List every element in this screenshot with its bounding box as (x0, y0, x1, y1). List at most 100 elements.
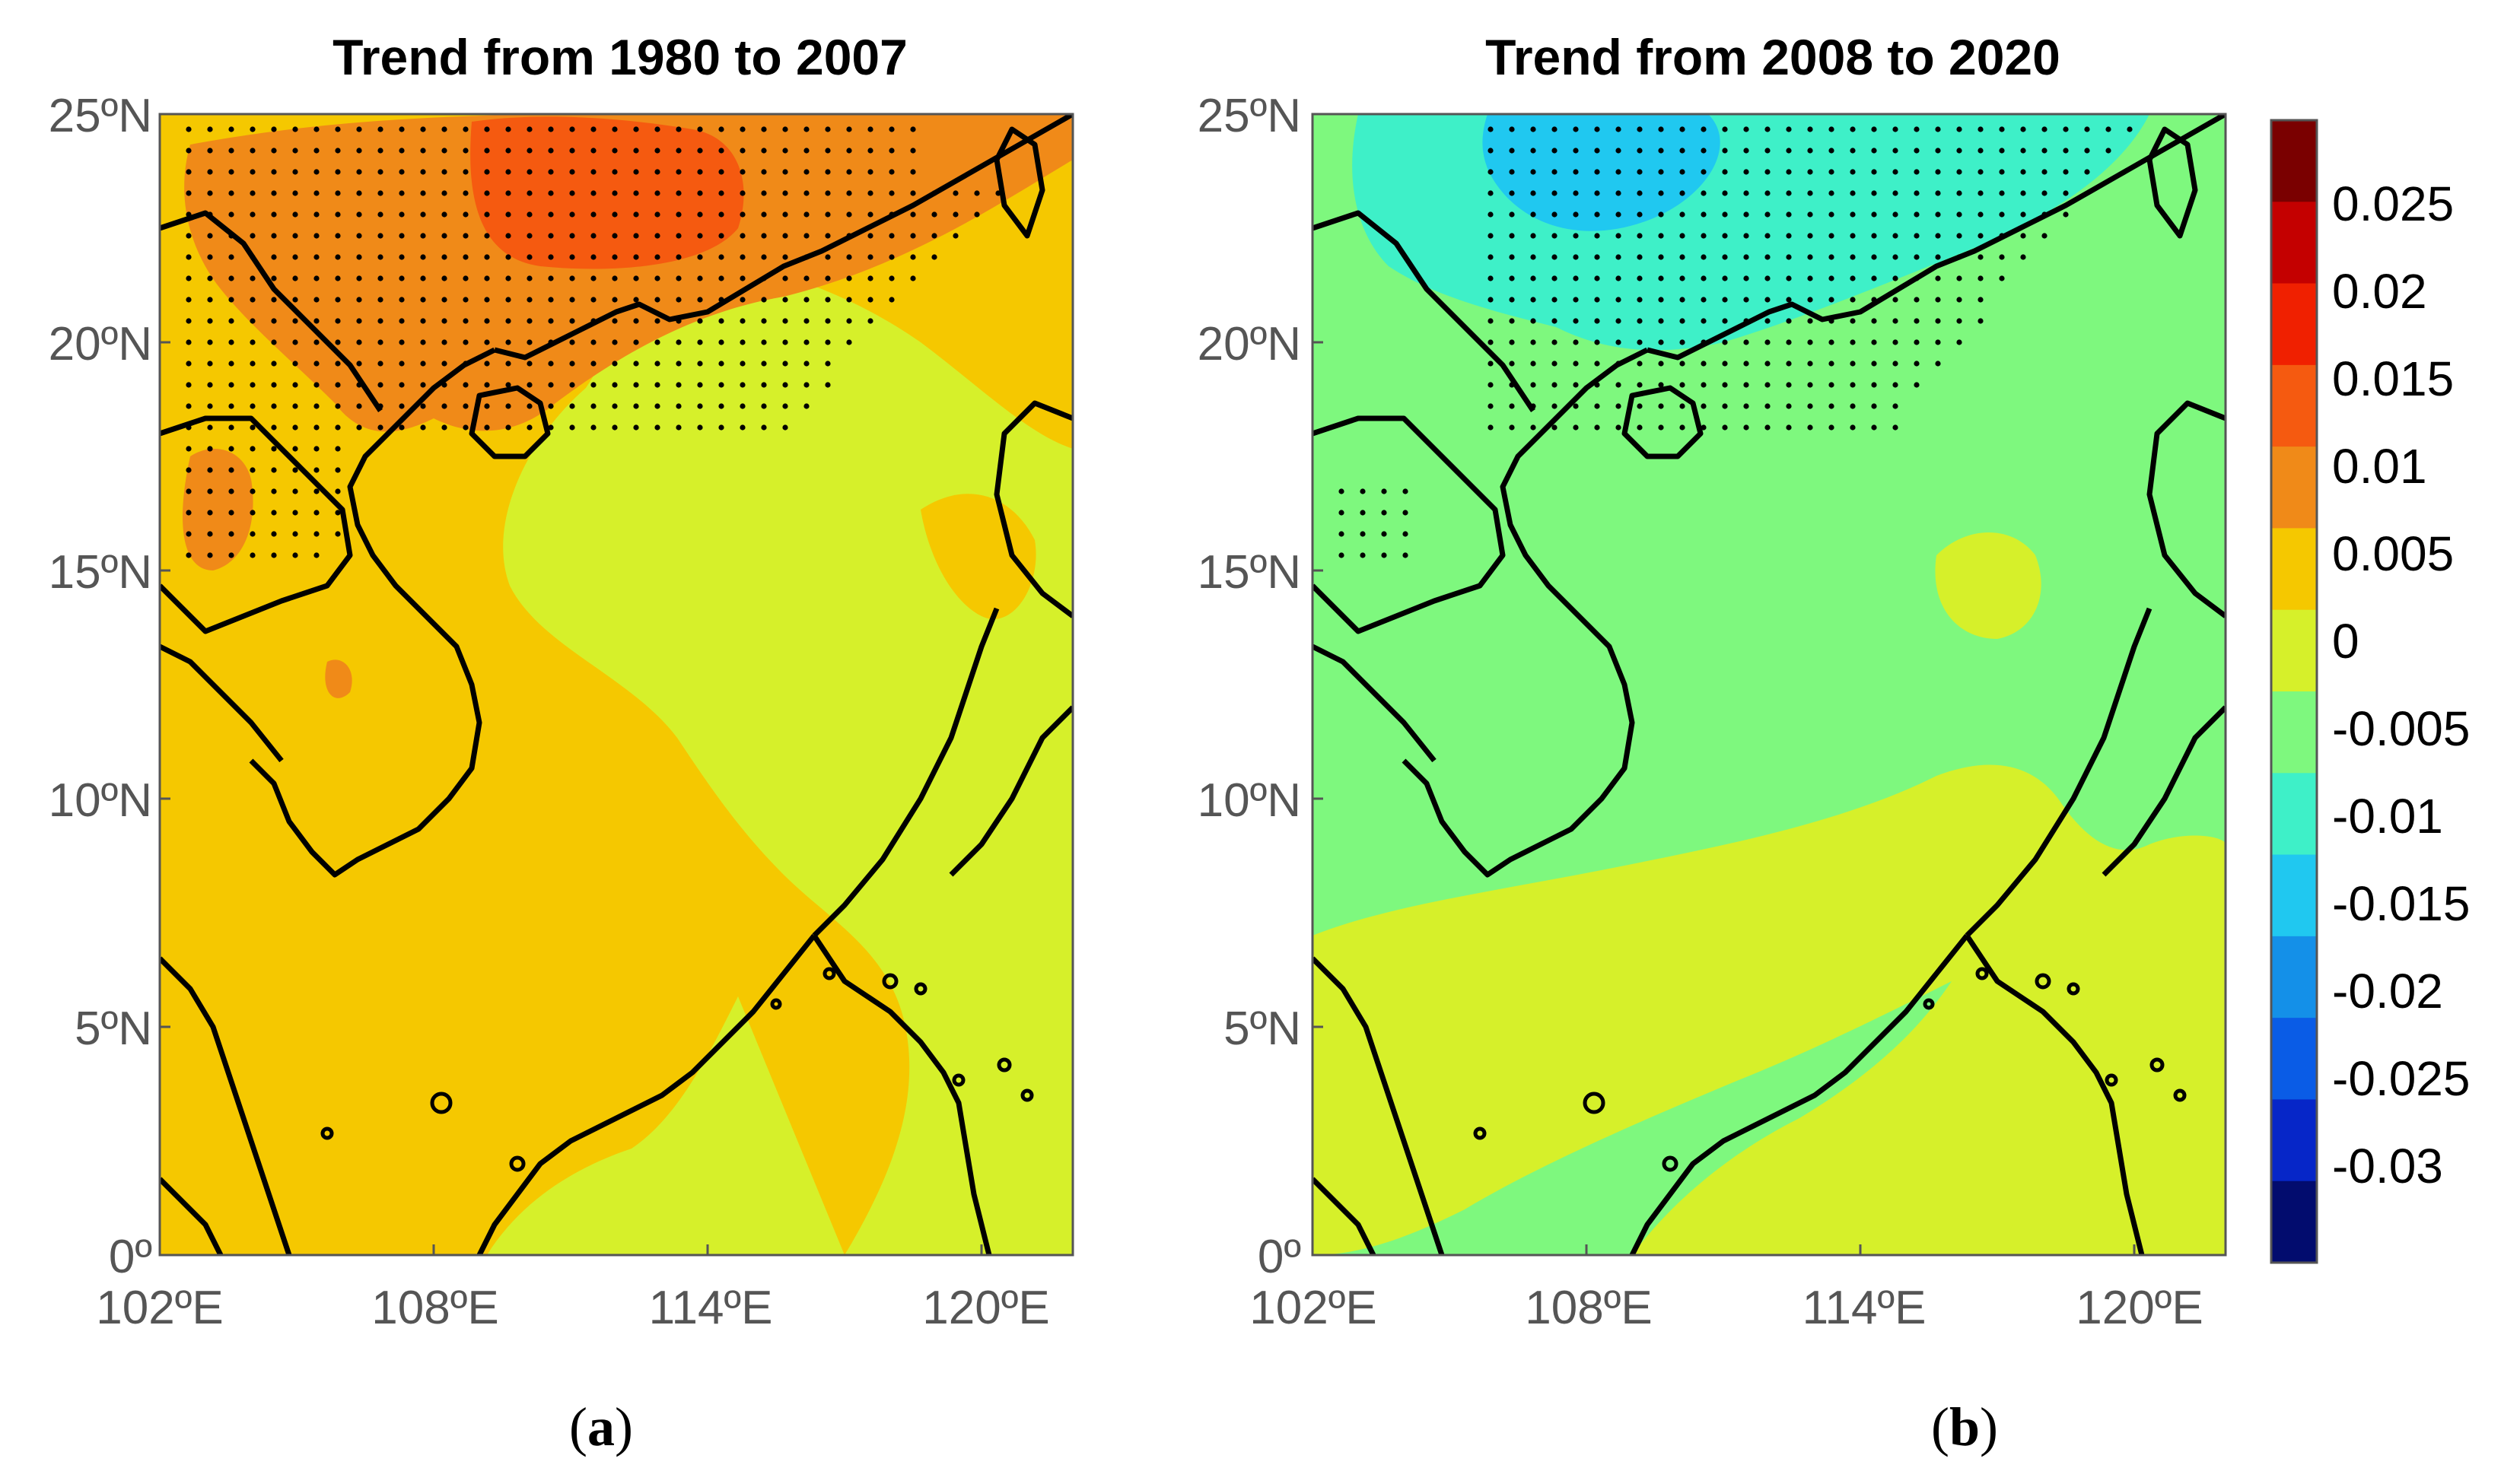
stipple-dot (1679, 190, 1685, 196)
stipple-dot (1701, 211, 1707, 218)
stipple-dot (313, 424, 320, 431)
stipple-dot (1892, 318, 1898, 324)
stipple-dot (207, 552, 213, 558)
stipple-dot (548, 254, 554, 260)
stipple-dot (484, 148, 490, 154)
stipple-dot (1850, 297, 1856, 303)
panel-b-letter: b (1949, 1397, 1981, 1457)
stipple-dot (1722, 126, 1728, 132)
stipple-dot (654, 382, 660, 388)
panel-a-xtick: 114ºE (648, 1282, 773, 1334)
stipple-dot (1999, 169, 2005, 175)
stipple-dot (740, 190, 746, 196)
stipple-dot (377, 254, 383, 260)
stipple-dot (1935, 169, 1941, 175)
stipple-dot (782, 339, 788, 345)
stipple-dot (1914, 211, 1920, 218)
stipple-dot (910, 126, 916, 132)
stipple-dot (612, 424, 618, 431)
stipple-dot (1786, 275, 1792, 281)
stipple-dot (271, 361, 277, 367)
stipple-dot (867, 190, 873, 196)
stipple-dot (271, 254, 277, 260)
stipple-dot (1530, 318, 1536, 324)
stipple-dot (1488, 424, 1494, 431)
stipple-dot (399, 254, 405, 260)
stipple-dot (590, 382, 597, 388)
stipple-dot (271, 169, 277, 175)
stipple-dot (1871, 361, 1877, 367)
stipple-dot (228, 510, 234, 516)
stipple-dot (484, 361, 490, 367)
stipple-dot (1871, 190, 1877, 196)
stipple-dot (676, 361, 682, 367)
trend-field (160, 114, 1073, 1255)
stipple-dot (527, 233, 533, 239)
stipple-dot (313, 488, 320, 494)
stipple-dot (399, 190, 405, 196)
stipple-dot (1488, 233, 1494, 239)
colorbar-label: 0.02 (2332, 264, 2427, 319)
stipple-dot (1573, 148, 1579, 154)
stipple-dot (250, 318, 256, 324)
stipple-dot (1892, 275, 1898, 281)
stipple-dot (1679, 275, 1685, 281)
stipple-dot (1637, 254, 1643, 260)
stipple-dot (1701, 318, 1707, 324)
stipple-dot (1509, 233, 1515, 239)
stipple-dot (313, 190, 320, 196)
island (2149, 1057, 2165, 1072)
stipple-dot (292, 446, 298, 452)
stipple-dot (1615, 169, 1621, 175)
stipple-dot (356, 190, 362, 196)
stipple-dot (654, 403, 660, 409)
stipple-dot (1850, 275, 1856, 281)
stipple-dot (1828, 254, 1834, 260)
stipple-dot (569, 403, 575, 409)
stipple-dot (207, 190, 213, 196)
colorbar-label: 0.015 (2332, 351, 2455, 406)
stipple-dot (1509, 211, 1515, 218)
island (914, 982, 928, 996)
island (1662, 1155, 1678, 1172)
stipple-dot (612, 233, 618, 239)
stipple-dot (505, 297, 511, 303)
stipple-dot (271, 233, 277, 239)
stipple-dot (1828, 339, 1834, 345)
island (320, 1127, 334, 1140)
stipple-dot (1914, 339, 1920, 345)
stipple-dot (676, 424, 682, 431)
stipple-dot (527, 254, 533, 260)
stipple-dot (1807, 275, 1813, 281)
stipple-dot (313, 233, 320, 239)
stipple-dot (1764, 190, 1771, 196)
stipple-dot (1978, 254, 1984, 260)
stipple-dot (335, 446, 341, 452)
stipple-dot (1914, 297, 1920, 303)
stipple-dot (271, 552, 277, 558)
stipple-dot (505, 254, 511, 260)
stipple-dot (825, 169, 831, 175)
stipple-dot (1637, 318, 1643, 324)
stipple-dot (1488, 169, 1494, 175)
map-a (158, 113, 1074, 1257)
stipple-dot (612, 382, 618, 388)
island (2035, 973, 2051, 990)
island (822, 967, 836, 980)
stipple-dot (207, 275, 213, 281)
stipple-dot (825, 233, 831, 239)
stipple-dot (569, 318, 575, 324)
stipple-dot (1338, 510, 1344, 516)
panel-b-xtick: 102ºE (1249, 1282, 1377, 1334)
stipple-dot (377, 339, 383, 345)
coastline (949, 705, 1073, 877)
stipple-dot (1530, 254, 1536, 260)
stipple-dot (740, 297, 746, 303)
stipple-dot (846, 318, 852, 324)
coastline (812, 934, 992, 1255)
stipple-dot (1828, 233, 1834, 239)
stipple-dot (186, 552, 192, 558)
stipple-dot (633, 297, 639, 303)
stipple-dot (228, 382, 234, 388)
stipple-dot (590, 339, 597, 345)
